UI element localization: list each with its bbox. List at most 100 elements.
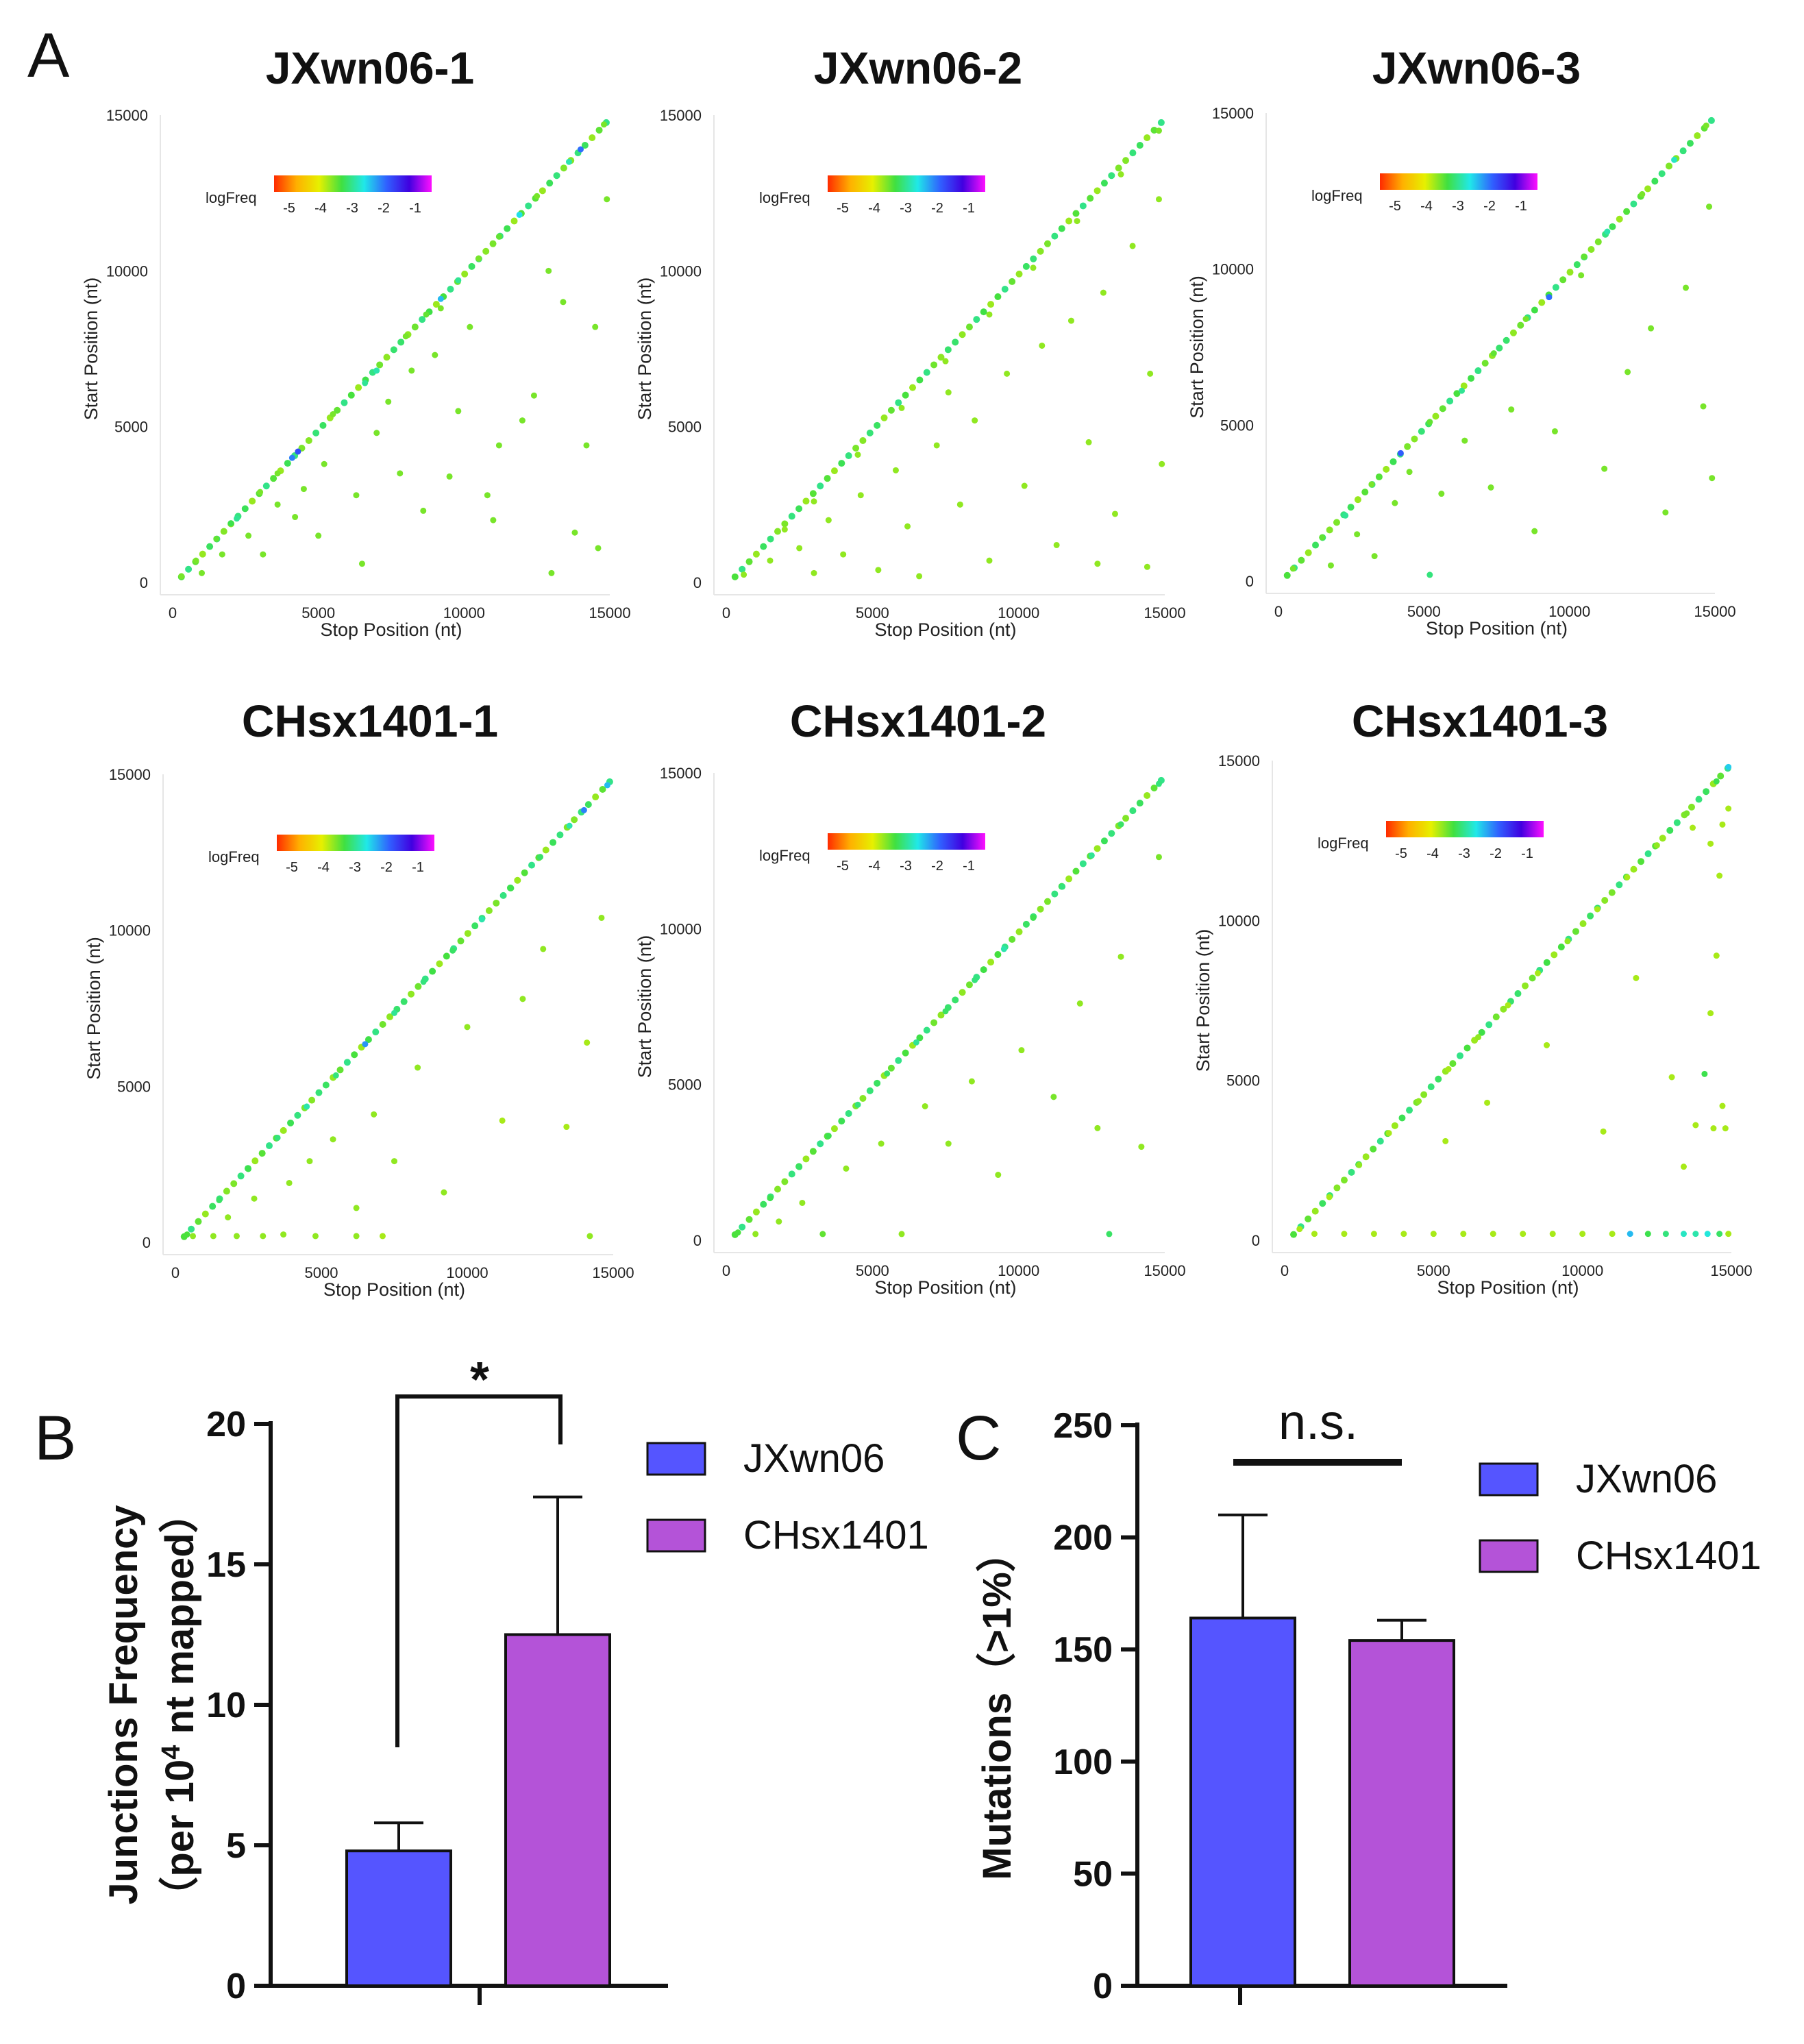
junction-point [1326, 1194, 1333, 1200]
diagonal-point [739, 565, 746, 573]
junction-point [584, 1039, 591, 1046]
junction-point [1117, 953, 1124, 960]
junction-point [1546, 294, 1553, 301]
junction-point [306, 1158, 313, 1165]
junction-point [495, 442, 502, 449]
junction-point [1648, 325, 1655, 332]
colorbar [274, 175, 432, 192]
junction-point [1371, 553, 1378, 560]
diagonal-point [923, 1026, 930, 1034]
junction-point [408, 367, 415, 374]
diagonal-point [874, 1079, 881, 1087]
junction-point [423, 311, 430, 318]
y-tick-label: 15000 [1212, 105, 1254, 122]
x-axis-label: Stop Position (nt) [1437, 1277, 1579, 1298]
junction-point [446, 473, 453, 480]
diagonal-point [852, 444, 860, 452]
junction-point [1713, 952, 1720, 959]
diagonal-point [1009, 935, 1016, 943]
junction-point [1088, 852, 1095, 859]
colorbar-tick-label: -5 [837, 859, 849, 874]
diagonal-point [809, 490, 817, 497]
diagonal-point [1552, 284, 1559, 291]
diagonal-point [1492, 1013, 1500, 1021]
x-tick-label: 5000 [856, 1262, 889, 1279]
junction-point [884, 1070, 891, 1077]
diagonal-point [902, 1049, 909, 1057]
diagonal-point [1623, 208, 1631, 215]
colorbar-tick-label: -5 [283, 201, 295, 216]
y-axis-label: Start Position (nt) [84, 937, 104, 1080]
diagonal-point [987, 959, 995, 966]
diagonal-point [1058, 225, 1065, 232]
junction-point [843, 1165, 850, 1172]
diagonal-point [1559, 276, 1567, 284]
x-tick-label: 10000 [1561, 1262, 1603, 1279]
diagonal-point [485, 907, 493, 915]
junction-point [968, 1078, 975, 1085]
junction-point [441, 1189, 447, 1196]
junction-point [840, 551, 847, 558]
panel-label-c: C [956, 1403, 1001, 1473]
diagonal-point [1420, 1091, 1428, 1098]
diagonal-point [1043, 898, 1051, 905]
junction-point [216, 1197, 223, 1204]
diagonal-point [1087, 195, 1094, 202]
junction-point [330, 1136, 336, 1143]
diagonal-point [223, 1187, 230, 1195]
junction-point [811, 569, 817, 576]
diagonal-point [1015, 928, 1023, 935]
junction-point [353, 1205, 360, 1211]
diagonal-point [909, 384, 916, 391]
junction-point [260, 551, 267, 558]
junction-point [190, 1233, 197, 1240]
diagonal-point [937, 354, 945, 361]
junction-point [580, 806, 587, 813]
diagonal-point [1456, 1052, 1463, 1059]
junction-point [1683, 810, 1690, 817]
diagonal-point [1129, 807, 1137, 815]
diagonal-point [1485, 1021, 1493, 1029]
colorbar-tick-label: -3 [349, 860, 361, 875]
scatter-panel-chsx1401-2: CHsx1401-2 0 5000 10000 15000 0 5000 10000 15000… [634, 695, 1186, 1298]
diagonal-point [1311, 1207, 1319, 1215]
diagonal-point [504, 225, 511, 232]
diagonal-point [294, 1111, 301, 1119]
junction-point [767, 557, 774, 564]
diagonal-point [1122, 815, 1130, 822]
diagonal-point [1418, 428, 1425, 435]
diagonal-point [336, 1066, 344, 1074]
junction-point [391, 1009, 397, 1016]
legend-label: JXwn06 [1576, 1457, 1717, 1501]
diagonal-point [1389, 458, 1397, 465]
scatter-panel-chsx1401-3: CHsx1401-3 0 5000 10000 15000 0 5000 10000 15000… [1193, 695, 1753, 1298]
junction-point [1076, 1000, 1083, 1007]
diagonal-point [589, 134, 596, 142]
junction-point [1327, 562, 1334, 569]
diagonal-point [408, 990, 415, 998]
y-tick-label: 10000 [109, 922, 151, 939]
diagonal-point [1630, 865, 1638, 873]
diagonal-point [1370, 1145, 1377, 1153]
diagonal-point [1659, 835, 1666, 842]
junction-point [1050, 1094, 1057, 1100]
junction-point [1067, 317, 1074, 324]
junction-point [565, 158, 572, 165]
junction-point [1578, 272, 1585, 279]
colorbar [1380, 173, 1537, 190]
diagonal-point [824, 475, 831, 482]
diagonal-point [1348, 1168, 1355, 1176]
junction-point [1707, 840, 1714, 847]
junction-point [495, 233, 502, 240]
junction-point [1406, 469, 1413, 476]
diagonal-point [1616, 881, 1623, 889]
diagonal-point [220, 528, 227, 535]
y-tick-label: 0 [693, 1232, 702, 1249]
y-axis-label: Start Position (nt) [1187, 275, 1207, 419]
y-tick-label: 10000 [1218, 912, 1260, 929]
junction-point [1059, 883, 1066, 890]
junction-point [1706, 204, 1713, 210]
junction-point [942, 1008, 949, 1015]
diagonal-point [1557, 944, 1565, 951]
colorbar-label: logFreq [759, 189, 811, 206]
